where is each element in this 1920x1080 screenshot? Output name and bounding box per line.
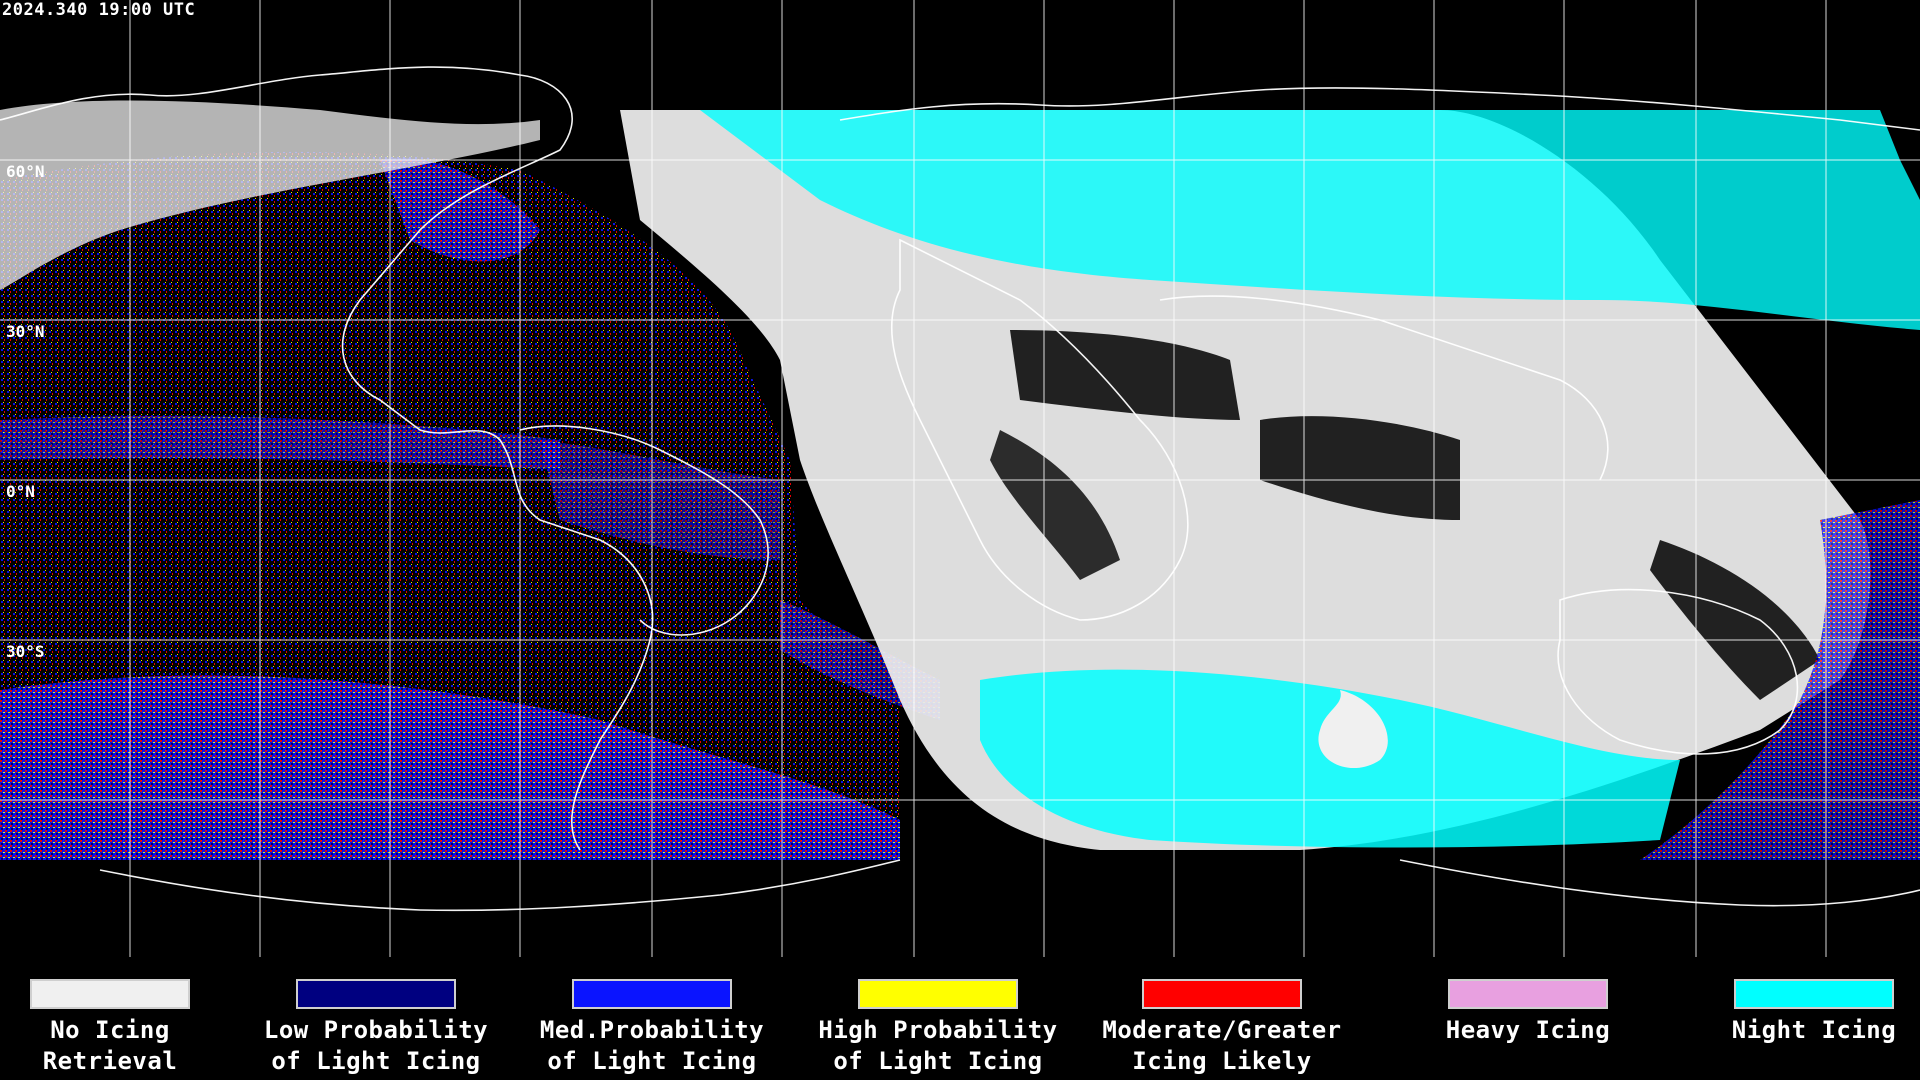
legend-item-med-probability: Med.Probability of Light Icing xyxy=(522,979,782,1077)
lat-label-0n: 0°N xyxy=(6,482,35,501)
legend-label: Night Icing xyxy=(1731,1016,1897,1044)
legend-label: High Probability of Light Icing xyxy=(818,1016,1058,1075)
legend-label: Moderate/Greater Icing Likely xyxy=(1102,1016,1342,1075)
legend-label: Low Probability of Light Icing xyxy=(263,1016,489,1075)
legend-item-low-probability: Low Probability of Light Icing xyxy=(246,979,506,1077)
lat-label-30n: 30°N xyxy=(6,322,45,341)
legend-swatch xyxy=(1448,979,1608,1009)
legend: No Icing Retrieval Low Probability of Li… xyxy=(0,957,1920,1080)
legend-label: Heavy Icing xyxy=(1445,1016,1611,1044)
graticule xyxy=(0,0,1920,957)
legend-label: No Icing Retrieval xyxy=(42,1016,178,1075)
legend-swatch xyxy=(296,979,456,1009)
legend-item-heavy-icing: Heavy Icing xyxy=(1398,979,1658,1046)
lat-label-60n: 60°N xyxy=(6,162,45,181)
day-icing-region-east xyxy=(1640,500,1920,860)
legend-swatch xyxy=(858,979,1018,1009)
legend-item-no-icing: No Icing Retrieval xyxy=(0,979,240,1077)
legend-item-moderate-greater: Moderate/Greater Icing Likely xyxy=(1092,979,1352,1077)
legend-swatch xyxy=(1734,979,1894,1009)
lat-label-30s: 30°S xyxy=(6,642,45,661)
legend-swatch xyxy=(572,979,732,1009)
legend-label: Med.Probability of Light Icing xyxy=(539,1016,765,1075)
legend-swatch xyxy=(30,979,190,1009)
legend-item-high-probability: High Probability of Light Icing xyxy=(808,979,1068,1077)
timestamp: 2024.340 19:00 UTC xyxy=(2,0,196,20)
map-canvas xyxy=(0,0,1920,957)
icing-map: 2024.340 19:00 UTC 60°N 30°N 0°N 30°S xyxy=(0,0,1920,957)
polar-cloud-west xyxy=(0,100,540,290)
legend-item-night-icing: Night Icing xyxy=(1684,979,1920,1046)
legend-swatch xyxy=(1142,979,1302,1009)
